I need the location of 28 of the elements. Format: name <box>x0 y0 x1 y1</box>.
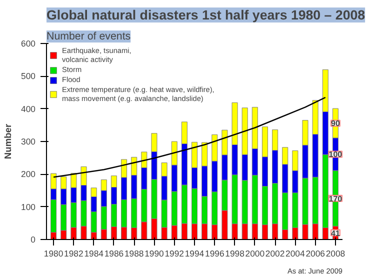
x-tick-label: 1994 <box>184 248 204 258</box>
x-tick-label: 1990 <box>144 248 164 258</box>
data-label: 170 <box>328 194 343 204</box>
y-tick-label: 0 <box>30 234 36 244</box>
x-tick-label: 1998 <box>225 248 245 258</box>
x-tick-label: 1980 <box>44 248 64 258</box>
x-tick-label: 2002 <box>265 248 285 258</box>
x-tick-label: 2000 <box>245 248 265 258</box>
y-tick-label: 500 <box>21 71 36 82</box>
y-tick-label: 300 <box>21 136 36 146</box>
data-label: 100 <box>328 150 343 160</box>
x-tick-label: 1988 <box>124 248 144 258</box>
x-tick-label: 1992 <box>164 248 184 258</box>
x-tick-label: 1982 <box>64 248 84 258</box>
y-tick-label: 400 <box>21 104 36 114</box>
x-tick-label: 2008 <box>326 248 346 258</box>
x-tick-label: 1986 <box>104 248 124 258</box>
y-tick-label: 600 <box>21 38 36 48</box>
x-tick-label: 2006 <box>306 248 326 258</box>
x-tick-label: 2004 <box>286 248 305 258</box>
y-tick-label: 200 <box>21 169 36 180</box>
chart-subtitle: Number of events <box>46 30 131 42</box>
x-tick-label: 1996 <box>205 248 224 258</box>
y-tick-label: 100 <box>21 202 36 212</box>
y-axis-title: Number <box>3 124 14 160</box>
line-series <box>52 96 326 178</box>
x-tick-label: 1984 <box>84 248 104 258</box>
chart-title: Global natural disasters 1st half years 1980 – 2008 <box>46 8 366 22</box>
